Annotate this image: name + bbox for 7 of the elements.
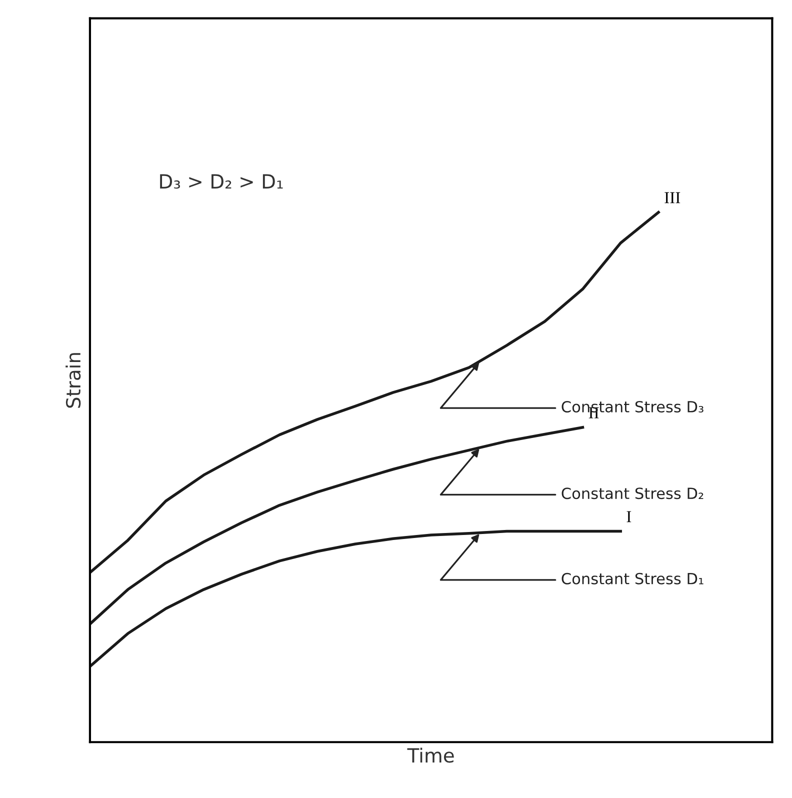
series-label: I — [626, 511, 632, 522]
series-label: III — [664, 192, 680, 204]
text: D₃ > D₂ > D₁ — [160, 174, 283, 189]
annotation: Constant Stress D₂ — [562, 488, 704, 500]
annotation: Constant Stress D₁ — [562, 572, 704, 584]
y-axis-title: Strain — [66, 353, 81, 408]
x-axis-title: Time — [407, 748, 454, 763]
